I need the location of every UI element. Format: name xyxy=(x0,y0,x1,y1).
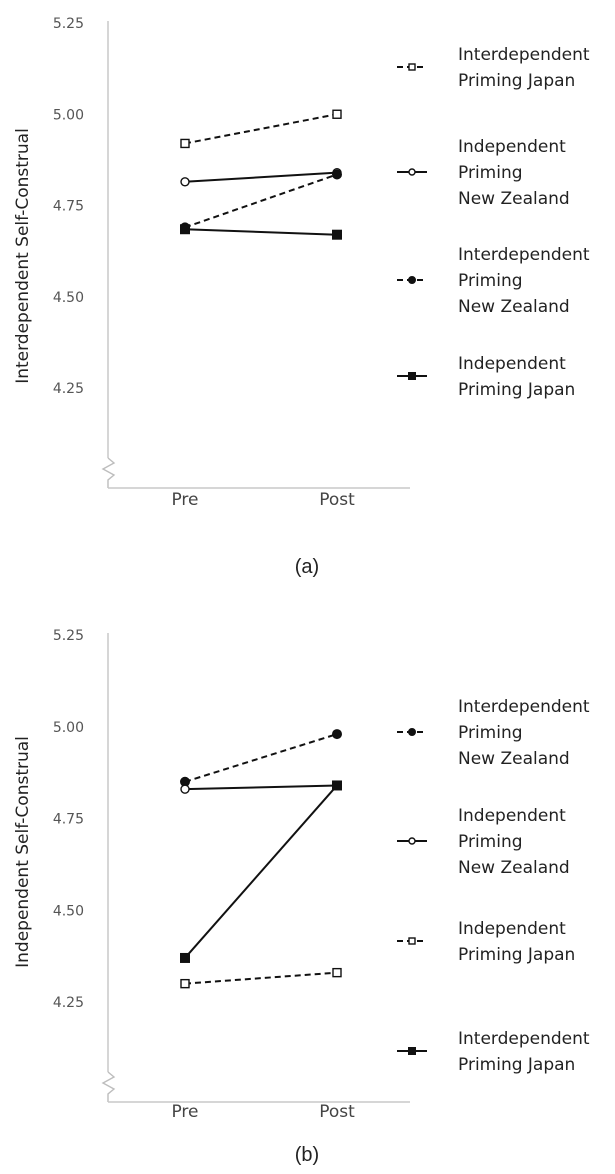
legend-marker xyxy=(408,372,416,380)
series-line xyxy=(184,733,338,783)
legend-label: Interdependent xyxy=(458,45,590,65)
axis-break xyxy=(101,1071,116,1102)
panel-label: (a) xyxy=(295,556,319,578)
legend-marker xyxy=(408,276,416,284)
legend-label: New Zealand xyxy=(458,189,570,209)
series-line xyxy=(184,173,338,229)
x-tick-label: Post xyxy=(319,1102,355,1122)
series-line xyxy=(184,971,338,985)
legend-label: Independent xyxy=(458,806,566,826)
data-point-pre xyxy=(180,952,190,963)
legend-item: Interdependent Priming Japan xyxy=(397,1029,590,1075)
legend-marker xyxy=(408,837,416,845)
data-point-pre xyxy=(180,138,190,149)
series-line xyxy=(184,171,338,183)
x-tick-label: Pre xyxy=(171,1102,198,1122)
series-line xyxy=(184,113,338,145)
series-line xyxy=(184,228,338,236)
legend-label: Priming xyxy=(458,832,523,852)
y-axis-title: Interdependent Self-Construal xyxy=(13,128,33,384)
legend-label: New Zealand xyxy=(458,858,570,878)
data-point-post xyxy=(332,967,342,978)
legend-marker xyxy=(408,168,416,176)
legend-label: Independent xyxy=(458,919,566,939)
y-tick-label: 5.00 xyxy=(53,720,84,736)
chart-panel-b: 5.25 5.00 4.75 4.50 4.25 Pre Post Independent S… xyxy=(13,628,590,1166)
data-point-post xyxy=(332,229,342,240)
series-0 xyxy=(180,109,342,149)
legend-label: Interdependent xyxy=(458,245,590,265)
legend-label: Priming Japan xyxy=(458,945,575,965)
y-tick-label: 4.50 xyxy=(53,290,84,306)
data-point-pre xyxy=(180,978,190,989)
data-point-pre xyxy=(180,784,190,794)
y-tick-label: 4.25 xyxy=(53,381,84,397)
axis-break xyxy=(101,457,116,488)
legend-marker xyxy=(408,937,416,945)
legend-marker xyxy=(408,63,416,71)
data-point-post xyxy=(332,780,342,791)
x-tick-label: Pre xyxy=(171,490,198,510)
legend-label: Priming xyxy=(458,723,523,743)
panel-label: (b) xyxy=(295,1144,319,1166)
y-tick-label: 4.75 xyxy=(53,199,84,215)
series-2 xyxy=(180,169,342,233)
y-tick-label: 5.25 xyxy=(53,16,84,32)
legend-item: Independent Priming Japan xyxy=(397,919,575,965)
y-tick-label: 4.50 xyxy=(53,903,84,919)
legend-label: New Zealand xyxy=(458,749,570,769)
legend-label: Independent xyxy=(458,137,566,157)
legend-label: Independent xyxy=(458,354,566,374)
data-point-pre xyxy=(180,177,190,187)
legend-marker xyxy=(408,728,416,736)
data-point-post xyxy=(332,729,342,740)
series-2 xyxy=(180,967,342,989)
y-tick-label: 5.25 xyxy=(53,628,84,644)
series-3 xyxy=(180,780,342,963)
legend-label: Priming Japan xyxy=(458,71,575,91)
legend-item: Interdependent Priming Japan xyxy=(397,45,590,91)
legend-item: Interdependent Priming New Zealand xyxy=(397,697,590,769)
data-point-post xyxy=(332,109,342,119)
legend-item: Independent Priming New Zealand xyxy=(397,806,570,878)
legend-label: Priming xyxy=(458,271,523,291)
data-point-post xyxy=(332,169,342,180)
legend-marker xyxy=(408,1047,416,1055)
series-0 xyxy=(180,729,342,787)
y-tick-label: 4.75 xyxy=(53,812,84,828)
legend-label: Priming xyxy=(458,163,523,183)
series-line xyxy=(184,784,338,791)
y-axis-title: Independent Self-Construal xyxy=(13,736,33,968)
series-3 xyxy=(180,224,342,240)
x-tick-label: Post xyxy=(319,490,355,510)
series-line xyxy=(184,784,338,959)
series-1 xyxy=(180,167,342,187)
legend-item: Independent Priming Japan xyxy=(397,354,575,400)
series-1 xyxy=(180,780,342,794)
legend-label: Interdependent xyxy=(458,1029,590,1049)
data-point-pre xyxy=(180,224,190,235)
y-tick-label: 5.00 xyxy=(53,107,84,123)
legend-label: Priming Japan xyxy=(458,1055,575,1075)
chart-panel-a: 5.25 5.00 4.75 4.50 4.25 Pre Post Interdependen… xyxy=(13,16,590,578)
y-tick-label: 4.25 xyxy=(53,995,84,1011)
legend-label: Interdependent xyxy=(458,697,590,717)
legend-item: Interdependent Priming New Zealand xyxy=(397,245,590,317)
legend-label: New Zealand xyxy=(458,297,570,317)
legend-item: Independent Priming New Zealand xyxy=(397,137,570,209)
legend-label: Priming Japan xyxy=(458,380,575,400)
